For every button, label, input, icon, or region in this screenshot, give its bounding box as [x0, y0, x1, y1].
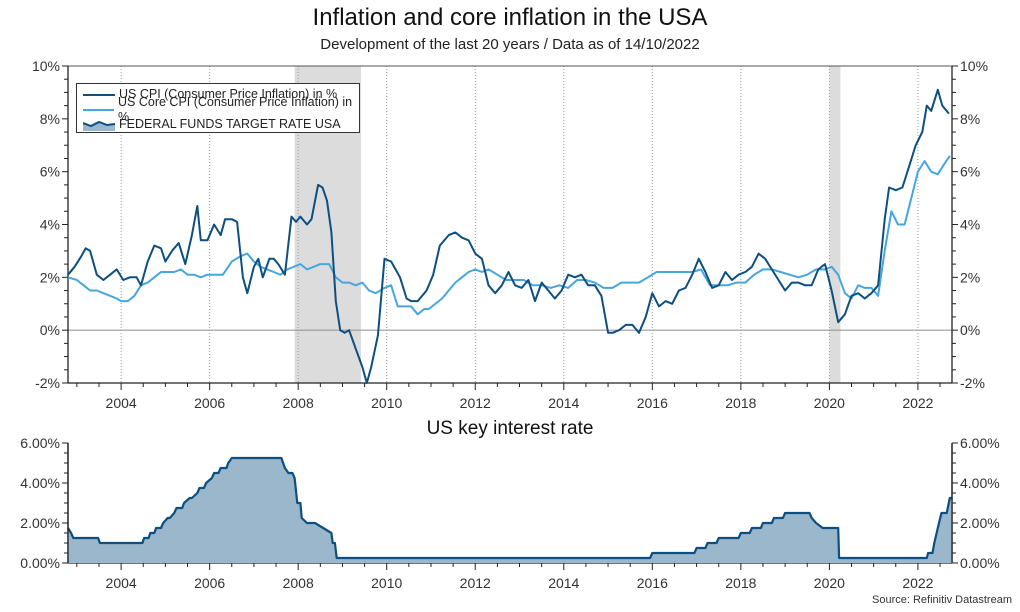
y-tick-label-left: 6.00%	[20, 435, 60, 451]
legend-label-fed-rate: FEDERAL FUNDS TARGET RATE USA	[119, 117, 341, 131]
y-tick-label-right: 0%	[960, 322, 980, 338]
y-tick-label-right: 8%	[960, 111, 980, 127]
y-tick-label-left: 4%	[40, 217, 60, 233]
y-tick-label-left: 10%	[32, 58, 60, 74]
y-tick-label-right: 0.00%	[960, 555, 1000, 571]
x-tick-label: 2020	[814, 395, 845, 411]
recession-band	[829, 66, 841, 383]
legend-swatch-cpi	[83, 89, 115, 101]
y-tick-label-left: 2%	[40, 269, 60, 285]
x-tick-label: 2008	[283, 575, 314, 591]
x-tick-label: 2020	[814, 575, 845, 591]
legend-swatch-core-cpi	[83, 104, 115, 116]
x-tick-label: 2006	[194, 575, 225, 591]
fed-rate-line	[67, 456, 952, 560]
y-tick-label-right: 4%	[960, 217, 980, 233]
legend-item-cpi: US CPI (Consumer Price Inflation) in %	[83, 87, 359, 102]
legend-item-core-cpi: US Core CPI (Consumer Price Inflation) i…	[83, 95, 359, 124]
chart-subtitle: Development of the last 20 years / Data …	[320, 36, 700, 53]
x-tick-label: 2004	[106, 395, 137, 411]
x-tick-label: 2016	[637, 575, 668, 591]
y-tick-label-left: 4.00%	[20, 475, 60, 491]
x-tick-label: 2022	[902, 575, 933, 591]
y-tick-label-left: -2%	[35, 375, 60, 391]
x-tick-label: 2012	[460, 395, 491, 411]
x-tick-label: 2018	[725, 575, 756, 591]
x-tick-label: 2022	[902, 395, 933, 411]
y-tick-label-right: 6%	[960, 164, 980, 180]
source-note: Source: Refinitiv Datastream	[872, 594, 1012, 606]
x-tick-label: 2010	[371, 575, 402, 591]
y-tick-label-right: 6.00%	[960, 435, 1000, 451]
x-tick-label: 2010	[371, 395, 402, 411]
y-tick-label-left: 0.00%	[20, 555, 60, 571]
y-tick-label-left: 0%	[40, 322, 60, 338]
y-tick-label-right: 4.00%	[960, 475, 1000, 491]
legend: US CPI (Consumer Price Inflation) in % U…	[76, 83, 360, 133]
y-tick-label-right: 10%	[960, 58, 988, 74]
legend-item-fed-rate: FEDERAL FUNDS TARGET RATE USA	[83, 117, 359, 132]
legend-label-cpi: US CPI (Consumer Price Inflation) in %	[119, 87, 338, 101]
y-tick-label-left: 6%	[40, 164, 60, 180]
y-tick-label-right: 2%	[960, 269, 980, 285]
x-tick-label: 2012	[460, 575, 491, 591]
x-tick-label: 2008	[283, 395, 314, 411]
y-tick-label-left: 2.00%	[20, 515, 60, 531]
x-tick-label: 2014	[548, 395, 579, 411]
chart-title: Inflation and core inflation in the USA	[312, 4, 708, 31]
x-tick-label: 2004	[106, 575, 137, 591]
lower-chart-title: US key interest rate	[426, 418, 594, 439]
y-tick-label-left: 8%	[40, 111, 60, 127]
x-tick-label: 2006	[194, 395, 225, 411]
y-tick-label-right: 2.00%	[960, 515, 1000, 531]
interest-rate-plot: 0.00% 0.00% 2.00% 2.00% 4.00% 4.00% 6.00% 6.00%…	[20, 435, 999, 591]
legend-label-core-cpi: US Core CPI (Consumer Price Inflation) i…	[118, 94, 353, 124]
cpi-line	[67, 88, 950, 384]
fed-rate-area	[68, 458, 952, 563]
legend-swatch-fed-rate	[83, 119, 115, 131]
x-tick-label: 2014	[548, 575, 579, 591]
x-tick-label: 2016	[637, 395, 668, 411]
x-tick-label: 2018	[725, 395, 756, 411]
y-tick-label-right: -2%	[960, 375, 985, 391]
